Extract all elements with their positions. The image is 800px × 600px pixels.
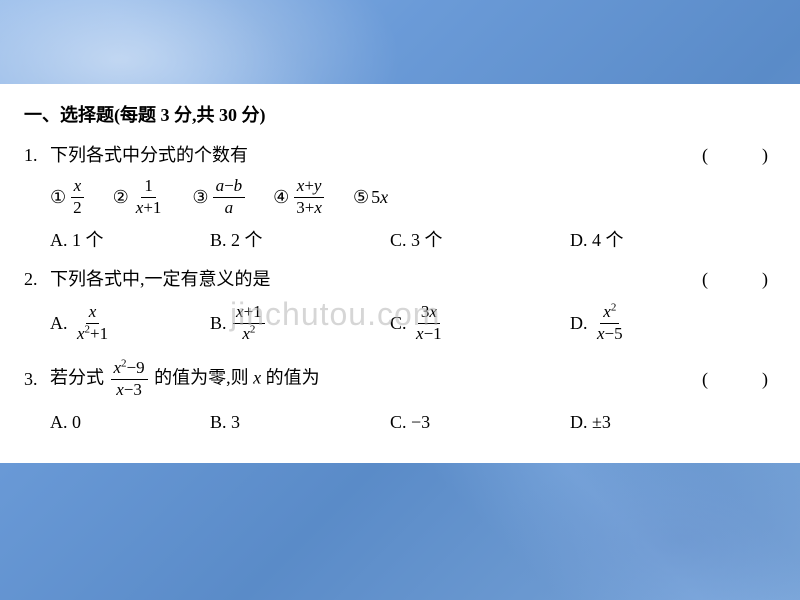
opt-key: A. — [50, 306, 68, 340]
question-2: 2. 下列各式中,一定有意义的是 ( ) A. xx2+1 B. x+1x2 C… — [24, 262, 776, 350]
opt-text: −3 — [411, 405, 430, 439]
q1-expressions: ① x2 ② 1x+1 ③ a−ba ④ x+y3+x ⑤5x — [24, 172, 776, 222]
q3-text: 若分式 x2−9x−3 的值为零,则 x 的值为 — [50, 359, 702, 399]
opt-text: 3 个 — [411, 223, 443, 257]
question-3: 3. 若分式 x2−9x−3 的值为零,则 x 的值为 ( ) A. 0 B. … — [24, 355, 776, 441]
opt-key: C. — [390, 223, 407, 257]
expr-label: ① — [50, 180, 66, 214]
opt-key: D. — [570, 405, 588, 439]
option-a: A. xx2+1 — [50, 303, 210, 343]
frac-num: x — [71, 177, 85, 198]
expr-3: ③ a−ba — [192, 177, 247, 217]
opt-key: D. — [570, 306, 588, 340]
frac-den: x2 — [239, 324, 258, 344]
frac-den: x−1 — [413, 324, 445, 344]
frac-den: a — [222, 198, 237, 218]
frac-den: x+1 — [133, 198, 165, 218]
frac-num: 1 — [141, 177, 156, 198]
opt-key: C. — [390, 306, 407, 340]
section-header: 一、选择题(每题 3 分,共 30 分) — [24, 98, 776, 132]
opt-text: 1 个 — [72, 223, 104, 257]
option-b: B. x+1x2 — [210, 303, 390, 343]
q3-number: 3. — [24, 362, 50, 396]
opt-text: 4 个 — [592, 223, 624, 257]
content-panel: 一、选择题(每题 3 分,共 30 分) 1. 下列各式中分式的个数有 ( ) … — [0, 84, 800, 463]
opt-key: C. — [390, 405, 407, 439]
frac-num: x+1 — [233, 303, 265, 324]
option-c: C. 3 个 — [390, 223, 570, 257]
frac-den: x−5 — [594, 324, 626, 344]
frac-num: x2−9 — [111, 359, 148, 380]
expr-label: ③ — [192, 180, 208, 214]
frac-num: x+y — [294, 177, 325, 198]
opt-key: D. — [570, 223, 588, 257]
opt-text: 3 — [231, 405, 240, 439]
expr-label: ⑤ — [353, 180, 369, 214]
expr-1: ① x2 — [50, 177, 87, 217]
option-a: A. 1 个 — [50, 223, 210, 257]
question-1: 1. 下列各式中分式的个数有 ( ) ① x2 ② 1x+1 ③ a−ba ④ … — [24, 138, 776, 258]
q2-number: 2. — [24, 262, 50, 296]
option-d: D. x2x−5 — [570, 303, 628, 343]
frac-num: x2 — [600, 303, 619, 324]
q3-options: A. 0 B. 3 C. −3 D. ±3 — [24, 405, 776, 441]
opt-key: A. — [50, 405, 68, 439]
opt-text: 2 个 — [231, 223, 263, 257]
q2-text: 下列各式中,一定有意义的是 — [50, 262, 702, 296]
opt-key: B. — [210, 405, 227, 439]
frac-num: a−b — [213, 177, 246, 198]
q1-text: 下列各式中分式的个数有 — [50, 138, 702, 172]
option-d: D. 4 个 — [570, 223, 624, 257]
opt-key: B. — [210, 223, 227, 257]
opt-key: B. — [210, 306, 227, 340]
option-c: C. −3 — [390, 405, 570, 439]
option-c: C. 3xx−1 — [390, 303, 570, 343]
frac-den: x2+1 — [74, 324, 111, 344]
opt-text: 0 — [72, 405, 81, 439]
frac-den: 3+x — [293, 198, 325, 218]
opt-key: A. — [50, 223, 68, 257]
expr-5: ⑤5x — [353, 180, 388, 214]
expr-label: ④ — [273, 180, 289, 214]
answer-paren: ( ) — [702, 262, 786, 296]
frac-den: 2 — [70, 198, 85, 218]
q2-options: A. xx2+1 B. x+1x2 C. 3xx−1 D. x2x−5 — [24, 297, 776, 351]
expr-2: ② 1x+1 — [113, 177, 167, 217]
answer-paren: ( ) — [702, 362, 786, 396]
frac-num: x — [86, 303, 100, 324]
opt-text: ±3 — [592, 405, 611, 439]
answer-paren: ( ) — [702, 138, 786, 172]
expr-4: ④ x+y3+x — [273, 177, 327, 217]
option-b: B. 2 个 — [210, 223, 390, 257]
expr-label: ② — [113, 180, 129, 214]
q1-number: 1. — [24, 138, 50, 172]
frac-den: x−3 — [113, 380, 145, 400]
q3-post: 的值为零,则 x 的值为 — [154, 368, 320, 388]
q3-pre: 若分式 — [50, 368, 104, 388]
option-b: B. 3 — [210, 405, 390, 439]
option-d: D. ±3 — [570, 405, 611, 439]
frac-num: 3x — [418, 303, 440, 324]
q1-options: A. 1 个 B. 2 个 C. 3 个 D. 4 个 — [24, 222, 776, 258]
option-a: A. 0 — [50, 405, 210, 439]
